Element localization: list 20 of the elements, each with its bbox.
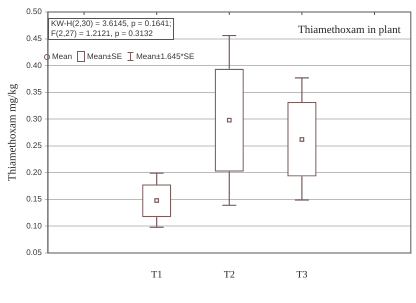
y-tick-label: 0.45 bbox=[26, 34, 42, 43]
x-tick-label: T3 bbox=[296, 270, 308, 281]
annotation: KW-H(2,30) = 3.6145, p = 0.1641; bbox=[51, 19, 172, 29]
annotation: Mean±SE bbox=[87, 52, 122, 61]
y-tick-label: 0.50 bbox=[26, 7, 42, 16]
x-tick-label: T2 bbox=[224, 270, 235, 281]
y-tick-label: 0.10 bbox=[26, 221, 42, 230]
x-tick-label: T1 bbox=[151, 270, 162, 281]
y-tick-label: 0.05 bbox=[26, 248, 42, 258]
y-tick-label: 0.30 bbox=[26, 114, 42, 124]
y-tick-label: 0.15 bbox=[26, 194, 42, 204]
y-axis-title: Thiamethoxam mg/kg bbox=[6, 83, 18, 182]
y-tick-label: 0.20 bbox=[26, 168, 42, 177]
text: Thiamethoxam in plant bbox=[298, 24, 401, 36]
y-tick-label: 0.25 bbox=[26, 141, 42, 150]
annotation: F(2,27) = 1.2121, p = 0.3132 bbox=[51, 29, 154, 39]
annotation: Mean bbox=[52, 52, 72, 61]
y-tick-label: 0.40 bbox=[26, 60, 42, 70]
y-tick-label: 0.35 bbox=[26, 88, 42, 97]
annotation: Mean±1.645*SE bbox=[136, 52, 194, 61]
